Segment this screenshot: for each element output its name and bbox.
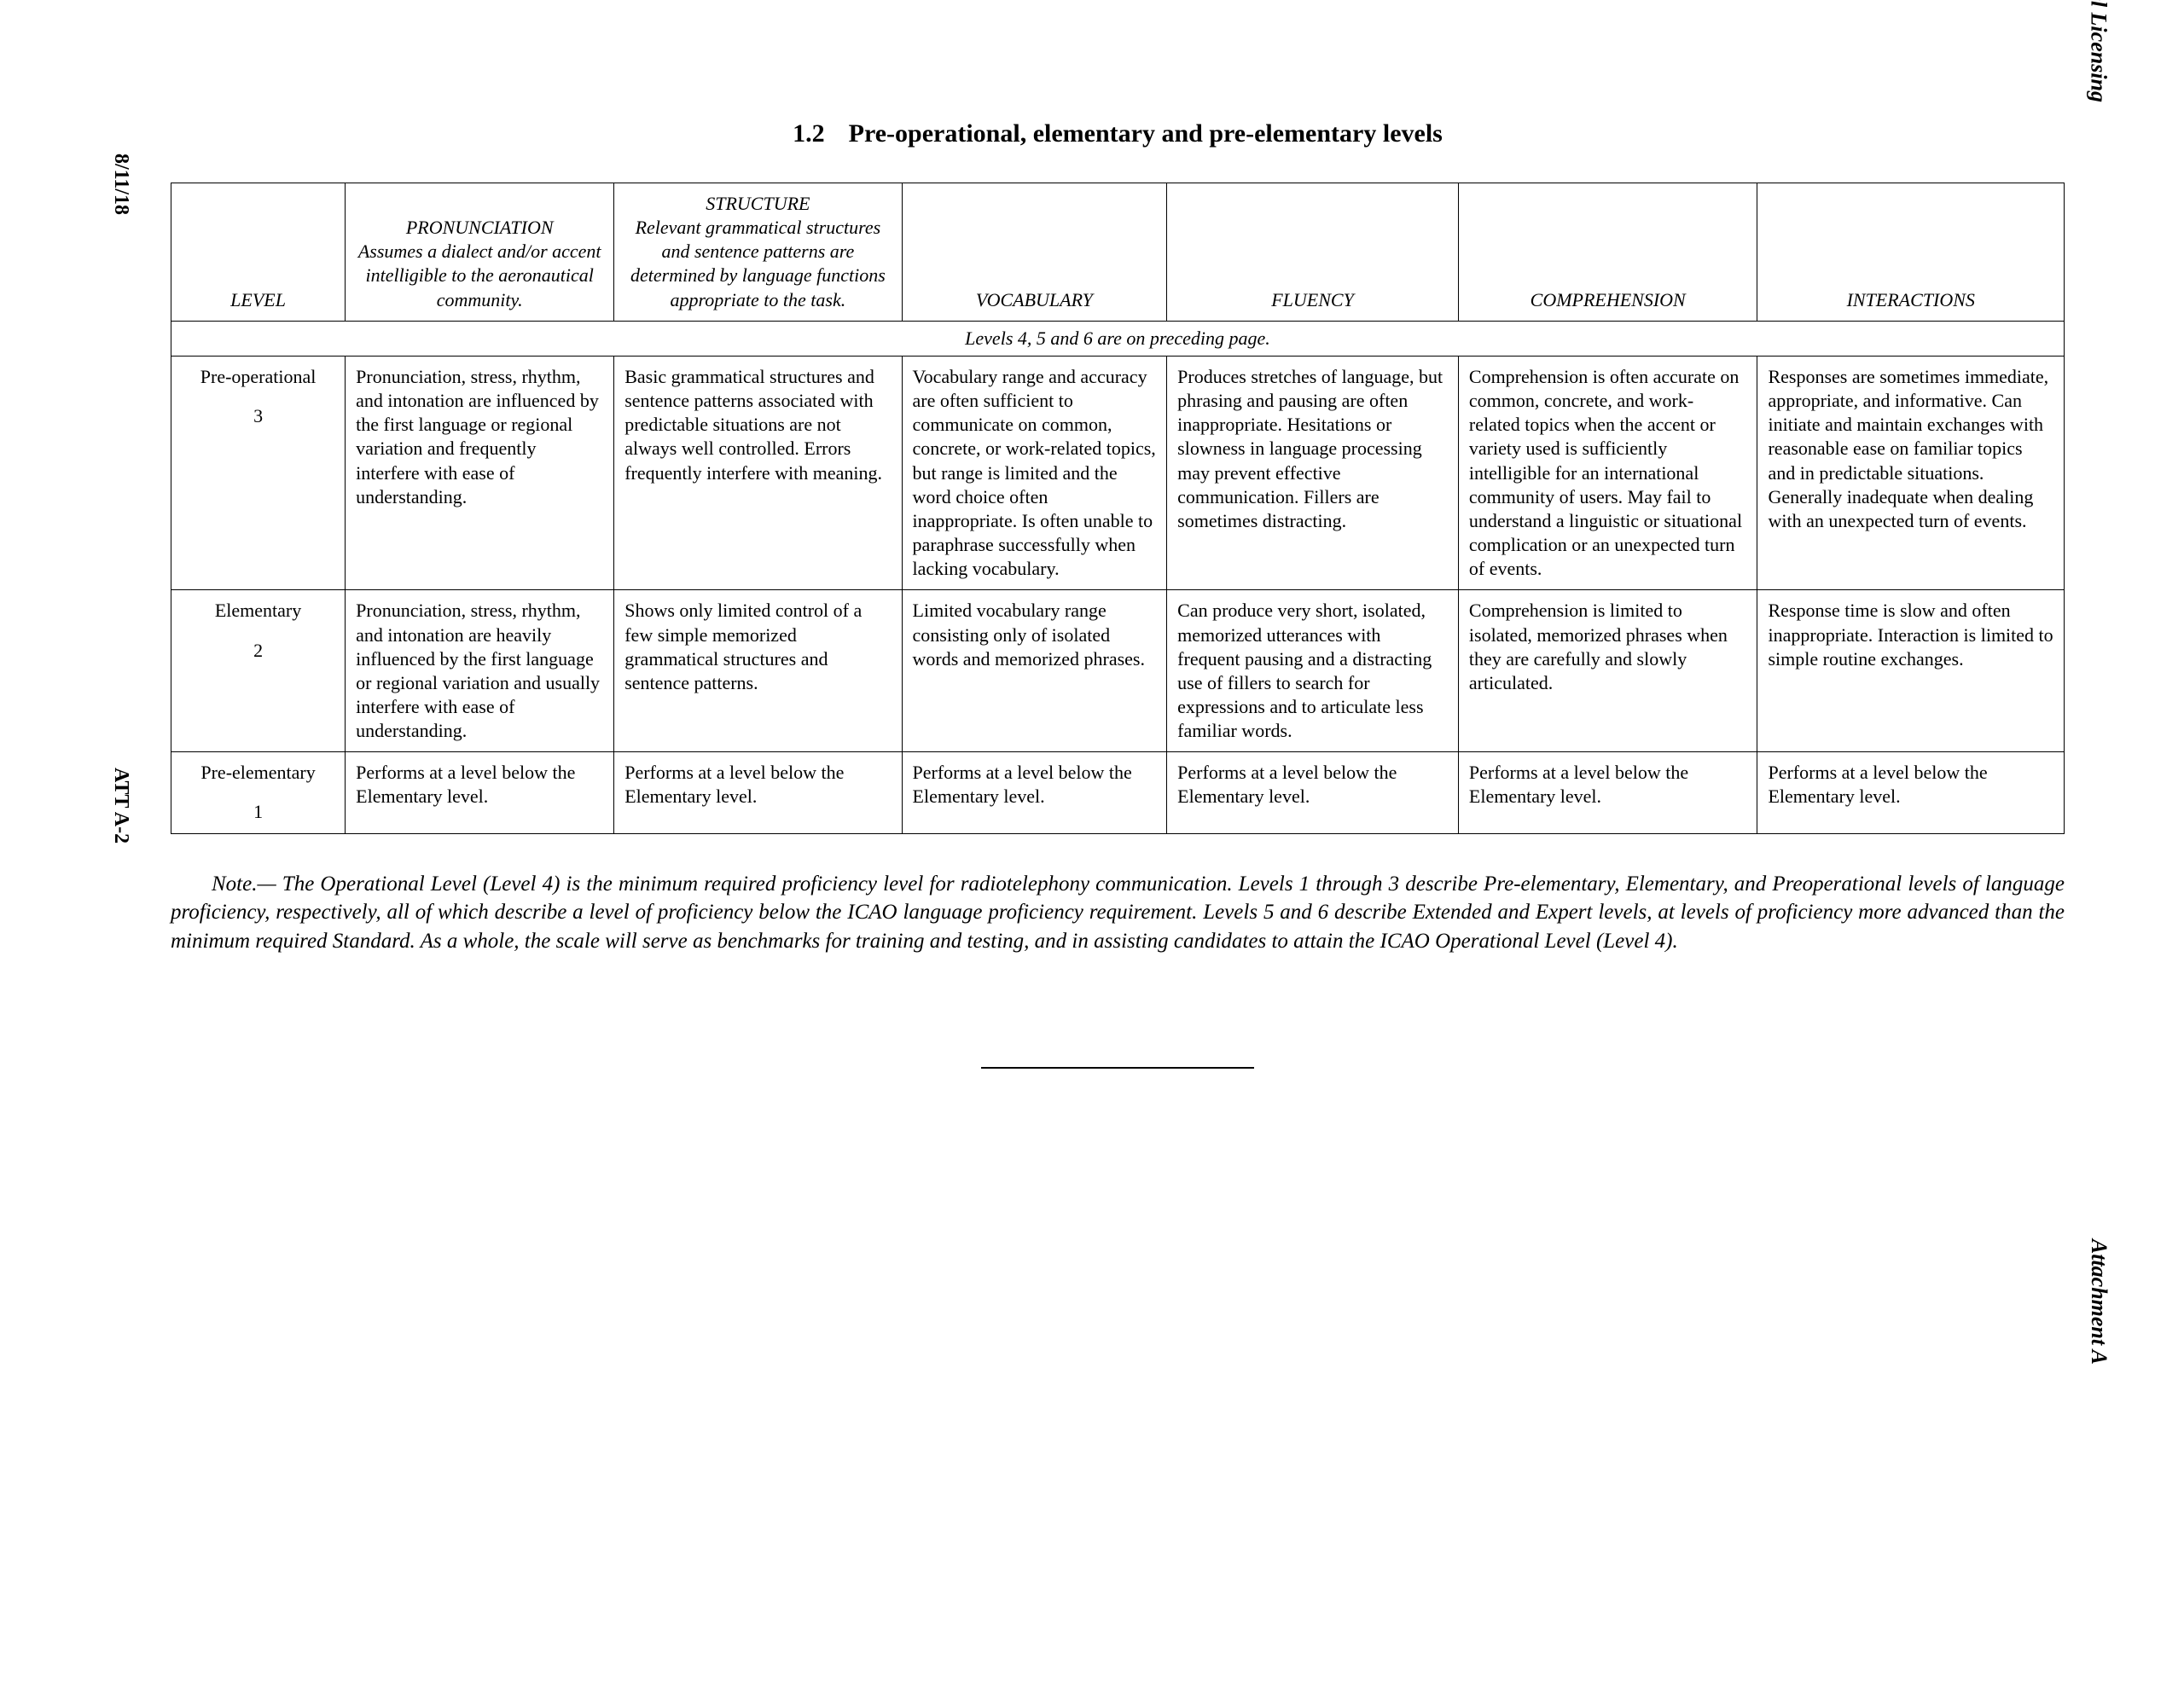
section-title: 1.2 Pre-operational, elementary and pre-e… (171, 119, 2065, 148)
col-structure-title: STRUCTURE (706, 193, 810, 214)
cell-pronunciation: Pronunciation, stress, rhythm, and inton… (346, 590, 614, 752)
level-number: 3 (182, 404, 334, 428)
note-paragraph: Note.— The Operational Level (Level 4) i… (171, 870, 2065, 956)
cell-comprehension: Comprehension is often accurate on commo… (1458, 356, 1757, 589)
level-name: Pre-operational (182, 365, 334, 389)
table-header-row: LEVEL PRONUNCIATION Assumes a dialect an… (171, 183, 2065, 322)
cell-comprehension: Comprehension is limited to isolated, me… (1458, 590, 1757, 752)
cell-fluency: Produces stretches of language, but phra… (1167, 356, 1459, 589)
section-heading: Pre-operational, elementary and pre-elem… (849, 119, 1443, 148)
cell-structure: Performs at a level below the Elementary… (614, 752, 902, 833)
margin-attachment-code: ATT A-2 (109, 768, 132, 844)
level-number: 2 (182, 639, 334, 663)
col-fluency: FLUENCY (1167, 183, 1459, 322)
spanner-text: Levels 4, 5 and 6 are on preceding page. (171, 321, 2065, 356)
cell-vocabulary: Performs at a level below the Elementary… (902, 752, 1167, 833)
margin-annex-title: Annex 1 — Personnel Licensing (2086, 0, 2111, 102)
cell-comprehension: Performs at a level below the Elementary… (1458, 752, 1757, 833)
cell-vocabulary: Vocabulary range and accuracy are often … (902, 356, 1167, 589)
table-row: Pre-elementary 1 Performs at a level bel… (171, 752, 2065, 833)
spanner-row: Levels 4, 5 and 6 are on preceding page. (171, 321, 2065, 356)
col-structure: STRUCTURE Relevant grammatical structure… (614, 183, 902, 322)
cell-structure: Shows only limited control of a few simp… (614, 590, 902, 752)
col-structure-sub: Relevant grammatical structures and sent… (624, 216, 891, 312)
col-vocabulary: VOCABULARY (902, 183, 1167, 322)
col-level: LEVEL (171, 183, 346, 322)
level-name: Elementary (182, 599, 334, 623)
cell-vocabulary: Limited vocabulary range consisting only… (902, 590, 1167, 752)
table-row: Elementary 2 Pronunciation, stress, rhyt… (171, 590, 2065, 752)
proficiency-table: LEVEL PRONUNCIATION Assumes a dialect an… (171, 183, 2065, 834)
cell-fluency: Performs at a level below the Elementary… (1167, 752, 1459, 833)
col-interactions: INTERACTIONS (1757, 183, 2065, 322)
cell-interactions: Responses are sometimes immediate, appro… (1757, 356, 2065, 589)
level-cell: Pre-elementary 1 (171, 752, 346, 833)
end-rule (981, 1067, 1254, 1069)
col-pronunciation-sub: Assumes a dialect and/or accent intellig… (356, 240, 603, 311)
cell-pronunciation: Performs at a level below the Elementary… (346, 752, 614, 833)
level-cell: Pre-operational 3 (171, 356, 346, 589)
col-pronunciation-title: PRONUNCIATION (406, 217, 554, 238)
level-name: Pre-elementary (182, 761, 334, 785)
table-row: Pre-operational 3 Pronunciation, stress,… (171, 356, 2065, 589)
level-cell: Elementary 2 (171, 590, 346, 752)
cell-interactions: Performs at a level below the Elementary… (1757, 752, 2065, 833)
page: 8/11/18 ATT A-2 Annex 1 — Personnel Lice… (0, 0, 2184, 1687)
cell-interactions: Response time is slow and often inapprop… (1757, 590, 2065, 752)
section-number: 1.2 (793, 119, 825, 148)
cell-pronunciation: Pronunciation, stress, rhythm, and inton… (346, 356, 614, 589)
col-comprehension: COMPREHENSION (1458, 183, 1757, 322)
col-pronunciation: PRONUNCIATION Assumes a dialect and/or a… (346, 183, 614, 322)
margin-date: 8/11/18 (109, 154, 132, 215)
cell-structure: Basic grammatical structures and sentenc… (614, 356, 902, 589)
cell-fluency: Can produce very short, isolated, memori… (1167, 590, 1459, 752)
margin-attachment-label: Attachment A (2086, 1239, 2111, 1365)
level-number: 1 (182, 800, 334, 824)
